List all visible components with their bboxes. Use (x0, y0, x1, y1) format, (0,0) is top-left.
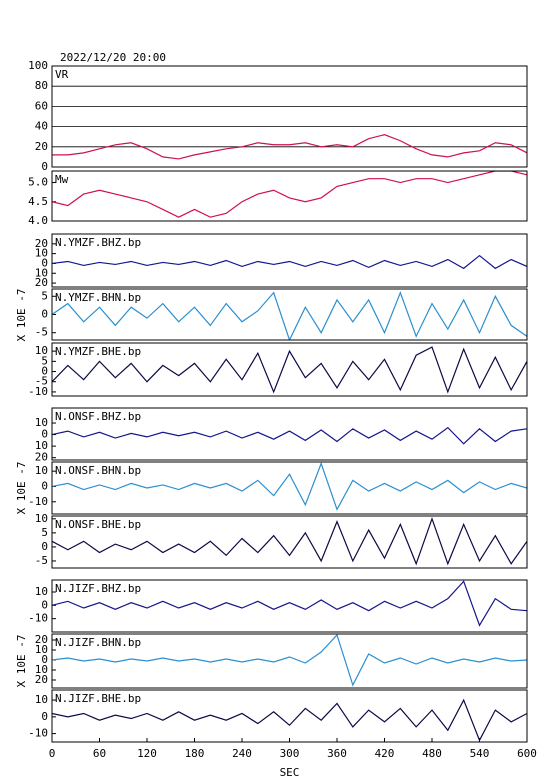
y-tick-label: 5 (41, 289, 48, 302)
trace (52, 517, 527, 566)
y-tick-label: -10 (28, 385, 48, 398)
x-tick-label: 360 (327, 747, 347, 760)
y-axis-label: X 10E -7 (15, 462, 28, 515)
y-tick-label: 60 (35, 99, 48, 112)
y-tick-label: 4.0 (28, 214, 48, 227)
trace (52, 580, 527, 627)
y-axis-label: X 10E -7 (15, 635, 28, 688)
y-tick-label: 20 (35, 633, 48, 646)
panel-label: N.JIZF.BHZ.bp (55, 582, 141, 595)
trace (52, 134, 527, 160)
y-tick-label: 10 (35, 439, 48, 452)
trace (52, 290, 527, 340)
x-tick-label: 540 (470, 747, 490, 760)
y-tick-label: 0 (41, 598, 48, 611)
y-tick-label: 0 (41, 256, 48, 269)
panel-frame (51, 342, 528, 397)
panel-frame (51, 515, 528, 569)
trace (52, 634, 527, 687)
x-tick-label: 0 (49, 747, 56, 760)
y-tick-label: 5.0 (28, 176, 48, 189)
trace (52, 171, 527, 218)
panel-label: Mw (55, 173, 69, 186)
x-tick-label: 60 (93, 747, 106, 760)
y-tick-label: 0 (41, 479, 48, 492)
y-tick-label: 0 (41, 653, 48, 666)
trace (52, 426, 527, 445)
panel-label: N.JIZF.BHN.bp (55, 636, 141, 649)
panel-label: VR (55, 68, 69, 81)
y-tick-label: 10 (35, 344, 48, 357)
y-tick-label: 10 (35, 643, 48, 656)
y-tick-label: 80 (35, 79, 48, 92)
panel-label: N.ONSF.BHN.bp (55, 464, 141, 477)
trace (52, 698, 527, 742)
panel-label: N.ONSF.BHZ.bp (55, 410, 141, 423)
y-tick-label: -10 (28, 495, 48, 508)
y-tick-label: 5 (41, 526, 48, 539)
panel-label: N.YMZF.BHN.bp (55, 291, 141, 304)
panel-frame (51, 633, 528, 689)
y-tick-label: 10 (35, 416, 48, 429)
y-tick-label: 5 (41, 354, 48, 367)
y-tick-label: 4.5 (28, 195, 48, 208)
x-tick-label: 480 (422, 747, 442, 760)
y-tick-label: 0 (41, 428, 48, 441)
y-tick-label: 40 (35, 120, 48, 133)
y-tick-label: 10 (35, 585, 48, 598)
y-tick-label: -10 (28, 727, 48, 740)
x-axis-label: SEC (280, 766, 300, 779)
x-tick-label: 600 (517, 747, 537, 760)
y-tick-label: 100 (28, 59, 48, 72)
y-tick-label: 0 (41, 365, 48, 378)
y-tick-label: 20 (35, 237, 48, 250)
panel-label: N.ONSF.BHE.bp (55, 518, 141, 531)
y-tick-label: -5 (35, 554, 48, 567)
x-tick-label: 300 (280, 747, 300, 760)
y-axis-label: X 10E -7 (15, 289, 28, 342)
y-tick-label: 10 (35, 693, 48, 706)
chart-title: 2022/12/20 20:00 (60, 51, 166, 64)
y-tick-label: 0 (41, 710, 48, 723)
trace (52, 462, 527, 511)
y-tick-label: 0 (41, 540, 48, 553)
panel-label: N.JIZF.BHE.bp (55, 692, 141, 705)
x-tick-label: 120 (137, 747, 157, 760)
panel-label: N.YMZF.BHZ.bp (55, 236, 141, 249)
y-tick-label: 10 (35, 663, 48, 676)
y-tick-label: -5 (35, 375, 48, 388)
panel-frame (51, 407, 528, 461)
y-tick-label: 20 (35, 140, 48, 153)
y-tick-label: 10 (35, 247, 48, 260)
y-tick-label: 20 (35, 673, 48, 686)
y-tick-label: 20 (35, 451, 48, 464)
panel-frame (51, 65, 528, 168)
panel-frame (51, 233, 528, 288)
panel-frame (51, 170, 528, 222)
y-tick-label: 20 (35, 276, 48, 289)
panel-frame (51, 461, 528, 515)
trace (52, 254, 527, 270)
y-tick-label: 10 (35, 512, 48, 525)
trace (52, 346, 527, 394)
x-tick-label: 180 (185, 747, 205, 760)
x-tick-label: 240 (232, 747, 252, 760)
panel-frame (51, 579, 528, 633)
y-tick-label: 10 (35, 266, 48, 279)
x-tick-label: 420 (375, 747, 395, 760)
y-tick-label: 0 (41, 160, 48, 173)
panel-label: N.YMZF.BHE.bp (55, 345, 141, 358)
y-tick-label: -5 (35, 326, 48, 339)
y-tick-label: 0 (41, 308, 48, 321)
y-tick-label: -10 (28, 612, 48, 625)
panel-frame (51, 288, 528, 341)
y-tick-label: 10 (35, 464, 48, 477)
